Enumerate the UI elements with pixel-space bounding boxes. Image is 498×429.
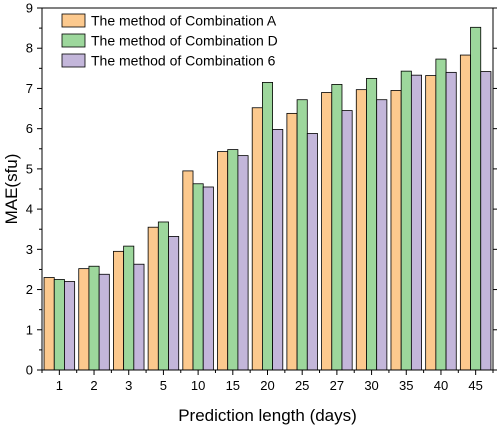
x-tick-label: 45	[468, 378, 482, 393]
legend-label-3: The method of Combination 6	[91, 53, 276, 69]
bar-20-series-1	[251, 107, 263, 371]
bar-20-series-2	[261, 82, 273, 371]
bar-45-series-3	[480, 71, 492, 371]
bar-40-series-2	[435, 58, 447, 371]
x-tick-label: 30	[364, 378, 378, 393]
x-tick-label: 5	[160, 378, 167, 393]
bar-5-series-3	[168, 236, 180, 371]
bar-35-series-1	[390, 90, 402, 371]
bar-2-series-3	[98, 273, 110, 371]
legend-label-2: The method of Combination D	[91, 33, 278, 49]
legend-swatch-2	[61, 33, 86, 48]
bar-30-series-2	[366, 77, 378, 371]
y-tick-label: 8	[26, 41, 33, 56]
x-tick-label: 40	[434, 378, 448, 393]
bar-3-series-1	[113, 250, 125, 371]
bar-25-series-1	[286, 112, 298, 371]
x-tick-label: 10	[191, 378, 205, 393]
bar-2-series-2	[88, 265, 100, 371]
bar-40-series-1	[425, 75, 437, 371]
y-tick-label: 6	[26, 121, 33, 136]
bar-10-series-2	[192, 183, 204, 371]
x-tick-label: 15	[226, 378, 240, 393]
bar-45-series-1	[459, 54, 471, 371]
bar-35-series-3	[410, 74, 422, 371]
bar-25-series-2	[296, 99, 308, 371]
legend-swatch-1	[61, 13, 86, 28]
bar-45-series-2	[470, 26, 482, 371]
y-tick-label: 7	[26, 81, 33, 96]
y-tick-label: 4	[26, 202, 33, 217]
bar-10-series-3	[202, 186, 214, 371]
bar-40-series-3	[445, 71, 457, 371]
y-tick-label: 5	[26, 161, 33, 176]
bar-10-series-1	[182, 170, 194, 371]
y-axis-title: MAE(sfu)	[2, 154, 21, 225]
y-tick-label: 3	[26, 242, 33, 257]
x-tick-label: 3	[125, 378, 132, 393]
bar-30-series-1	[355, 89, 367, 371]
bar-30-series-3	[376, 99, 388, 371]
bar-15-series-3	[237, 155, 249, 371]
bar-1-series-1	[43, 277, 55, 371]
bar-15-series-2	[227, 149, 239, 371]
bar-5-series-2	[157, 221, 169, 371]
bar-35-series-2	[400, 70, 412, 371]
legend-swatch-3	[61, 53, 86, 68]
x-tick-label: 35	[399, 378, 413, 393]
legend: The method of Combination A The method of…	[61, 13, 278, 69]
legend-label-1: The method of Combination A	[91, 13, 277, 29]
bar-5-series-1	[147, 226, 159, 371]
bar-1-series-3	[64, 281, 76, 371]
x-axis-title: Prediction length (days)	[178, 406, 357, 425]
bar-3-series-2	[123, 245, 135, 371]
x-tick-label: 20	[260, 378, 274, 393]
x-tick-label: 2	[90, 378, 97, 393]
bars-layer	[43, 26, 492, 371]
x-tick-label: 27	[330, 378, 344, 393]
bar-20-series-3	[272, 129, 284, 371]
bar-2-series-1	[78, 268, 90, 371]
bar-15-series-1	[217, 151, 229, 371]
y-tick-label: 9	[26, 1, 33, 16]
y-tick-label: 1	[26, 322, 33, 337]
bar-27-series-2	[331, 84, 343, 371]
y-tick-label: 2	[26, 282, 33, 297]
x-tick-label: 1	[56, 378, 63, 393]
bar-3-series-3	[133, 263, 145, 371]
y-tick-label: 0	[26, 363, 33, 378]
bar-27-series-3	[341, 110, 353, 371]
x-tick-label: 25	[295, 378, 309, 393]
bar-1-series-2	[53, 279, 65, 371]
bar-27-series-1	[321, 92, 333, 371]
bar-25-series-3	[306, 133, 318, 371]
